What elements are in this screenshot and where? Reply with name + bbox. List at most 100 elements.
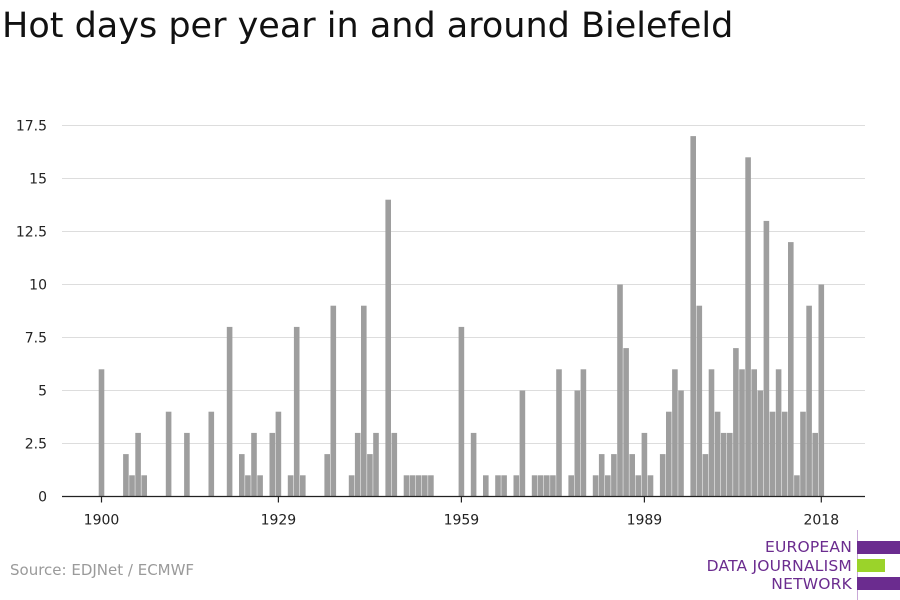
logo-bar-green [857,559,885,572]
bar [775,369,782,497]
bar [385,199,391,497]
bar [818,284,825,497]
y-tick-label: 7.5 [25,331,47,347]
bar [245,475,251,497]
bar [361,305,367,497]
bar [647,475,654,497]
bar [287,475,294,497]
bar [788,242,794,497]
bar [678,390,684,497]
logo-line-network: NETWORK [771,575,852,593]
bar [428,475,434,497]
y-tick-label: 10 [29,278,47,294]
bar [580,369,587,497]
bar [568,475,574,497]
bar [757,390,764,497]
bar [409,475,416,497]
bar [269,432,276,497]
bar [470,432,477,497]
bar [141,475,147,497]
bar [422,475,428,497]
logo-bar-purple-top [857,541,900,554]
y-tick-label: 5 [38,384,47,400]
bar [226,326,233,497]
bar [598,454,605,497]
bar [720,432,727,497]
bar [519,390,526,497]
bar [574,390,581,497]
bar [531,475,538,497]
bar [702,454,709,497]
x-tick-label: 1989 [627,513,663,529]
bar [672,369,678,497]
bar [806,305,812,497]
bar [348,475,355,497]
x-tick-label: 1929 [261,513,297,529]
logo-line-data-journalism: DATA JOURNALISM [706,557,852,575]
bar [550,475,556,497]
y-axis-tick-labels: 0 2.5 5 7.5 10 12.5 15 17.5 [16,119,47,506]
bar [739,369,745,497]
bar [751,369,757,497]
bar [330,305,337,497]
bar [659,454,666,497]
bar [165,411,172,497]
bar [324,454,330,497]
bar [769,411,776,497]
bar [98,369,105,497]
bar [354,432,361,497]
bar [495,475,501,497]
bar [605,475,611,497]
bar [727,432,733,497]
bar [690,136,696,497]
bar [733,348,739,497]
bar [592,475,599,497]
source-note: Source: EDJNet / ECMWF [10,561,195,579]
bar [373,432,379,497]
bar [135,432,141,497]
bar [812,432,818,497]
y-tick-label: 12.5 [16,225,47,241]
chart-title: Hot days per year in and around Bielefel… [2,6,734,46]
bar [251,432,257,497]
bar [617,284,623,497]
bar [714,411,721,497]
y-tick-label: 0 [38,490,47,506]
x-axis-ticks: 1900 1929 1959 1989 2018 [84,496,839,529]
bar [629,454,635,497]
bar [781,411,788,497]
bar [184,432,190,497]
edjnet-logo: EUROPEAN DATA JOURNALISM NETWORK [700,530,900,600]
y-tick-label: 17.5 [16,119,47,135]
logo-bar-purple-bottom [857,577,900,590]
bar [123,454,129,497]
bar [367,454,373,497]
bar [611,454,617,497]
bar [544,475,550,497]
bar [763,220,770,497]
bar [275,411,282,497]
bar [537,475,544,497]
logo-line-european: EUROPEAN [764,538,852,556]
bar [635,475,642,497]
bar [483,475,489,497]
y-tick-label: 15 [29,172,47,188]
bar [696,305,703,497]
bar [458,326,465,497]
x-tick-label: 1900 [84,513,120,529]
bar [641,432,648,497]
bar [745,157,751,497]
bar [415,475,422,497]
bar [257,475,263,497]
bar [623,348,629,497]
bar [239,454,245,497]
y-tick-label: 2.5 [25,437,47,453]
bar [403,475,410,497]
bar [556,369,562,497]
bar-chart: 0 2.5 5 7.5 10 12.5 15 17.5 1900 1929 1959 1989 201… [16,119,865,529]
bars [98,136,825,497]
bar [300,475,306,497]
x-tick-label: 1959 [444,513,480,529]
bar [794,475,800,497]
bar [391,432,398,497]
